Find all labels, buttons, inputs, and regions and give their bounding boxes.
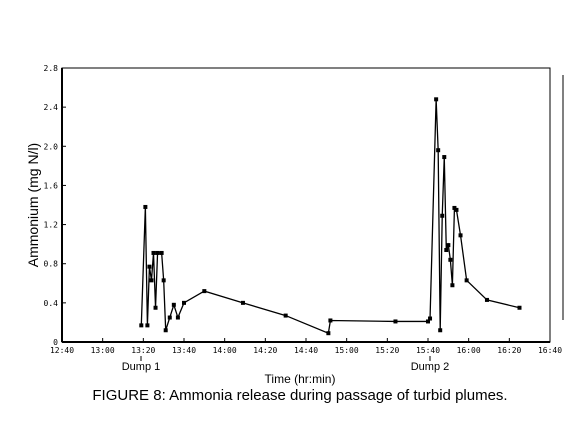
- x-tick-label: 16:20: [497, 346, 521, 355]
- data-point: [175, 315, 180, 320]
- data-point: [182, 300, 186, 305]
- data-point: [171, 302, 176, 307]
- plot-frame: [61, 67, 551, 343]
- x-tick-label: 13:20: [131, 346, 155, 355]
- x-tick-label: 16:40: [538, 346, 562, 355]
- data-point: [163, 328, 168, 333]
- y-tick-label: 1.6: [44, 181, 59, 190]
- data-point: [153, 305, 158, 310]
- data-point: [434, 97, 439, 102]
- data-point: [167, 315, 172, 320]
- data-point: [444, 248, 449, 253]
- x-tick-label: 16:00: [457, 346, 481, 355]
- data-point: [438, 328, 443, 333]
- data-point: [159, 250, 164, 255]
- data-point: [426, 319, 430, 324]
- annotation: Dump 1: [122, 361, 161, 373]
- data-point: [517, 305, 522, 310]
- data-point: [328, 318, 333, 323]
- data-point: [448, 257, 453, 262]
- data-point: [393, 319, 398, 324]
- y-axis-label: Ammonium (mg N/l): [25, 143, 41, 267]
- x-tick-label: 15:40: [416, 346, 440, 355]
- y-tick-label: 2.0: [44, 142, 59, 151]
- data-point: [151, 250, 156, 255]
- data-point: [240, 300, 245, 305]
- data-point: [446, 243, 451, 248]
- data-point: [436, 148, 441, 153]
- chart-title: FIGURE 8: Ammonia release during passage…: [92, 387, 507, 404]
- data-point: [143, 204, 148, 209]
- data-point: [458, 233, 463, 238]
- x-tick-label: 14:00: [213, 346, 237, 355]
- x-tick-label: 15:20: [375, 346, 399, 355]
- data-point: [428, 316, 433, 321]
- data-point: [464, 278, 469, 283]
- x-tick-label: 14:40: [294, 346, 318, 355]
- data-point: [450, 283, 455, 288]
- data-point: [149, 278, 154, 283]
- data-point: [326, 331, 331, 336]
- y-tick-label: 2.8: [44, 64, 59, 73]
- y-tick-label: 0.8: [44, 260, 59, 269]
- x-axis-label: Time (hr:min): [265, 372, 336, 386]
- data-point: [442, 155, 447, 160]
- x-tick-label: 13:40: [172, 346, 196, 355]
- data-point: [484, 297, 489, 302]
- data-point: [161, 278, 166, 283]
- y-tick-label: 0.4: [44, 299, 59, 308]
- x-tick-label: 13:00: [91, 346, 115, 355]
- x-tick-label: 14:20: [253, 346, 277, 355]
- data-point: [283, 313, 288, 318]
- data-point: [202, 289, 207, 294]
- data-point: [155, 250, 160, 255]
- data-line: [140, 99, 520, 335]
- data-point: [139, 323, 144, 328]
- annotation: Dump 2: [411, 361, 450, 373]
- y-tick-label: 2.4: [44, 103, 59, 112]
- y-tick-label: 1.2: [44, 221, 59, 230]
- data-point: [440, 213, 445, 218]
- data-point: [452, 205, 457, 210]
- data-point: [147, 264, 152, 269]
- x-tick-label: 15:00: [335, 346, 359, 355]
- x-tick-label: 12:40: [50, 346, 74, 355]
- data-point: [145, 323, 150, 328]
- y-tick-label: 0: [53, 338, 58, 347]
- data-point: [454, 207, 459, 212]
